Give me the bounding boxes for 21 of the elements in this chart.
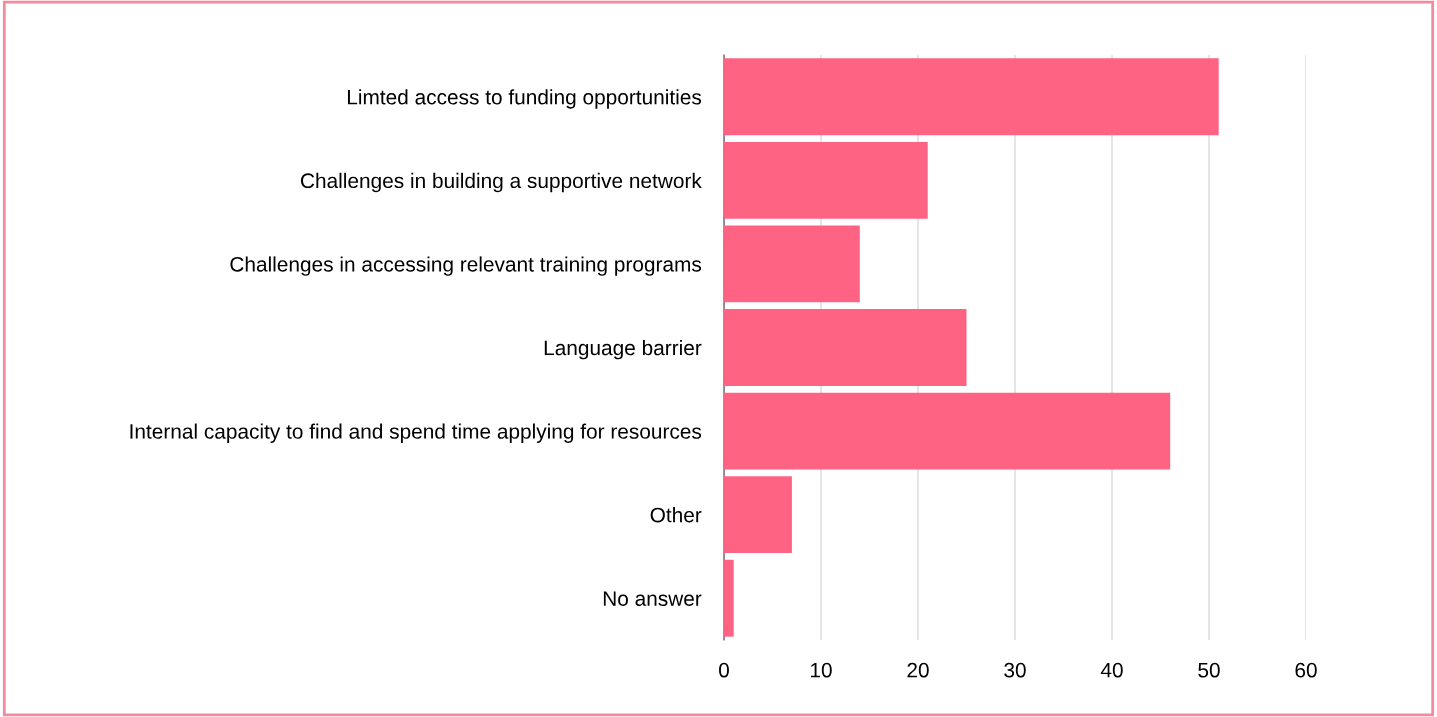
x-tick-label: 10 [811,662,832,678]
bar [724,559,734,637]
x-tick-label: 40 [1100,662,1123,678]
bar [724,392,1171,470]
bar [724,141,928,219]
x-tick-label: 50 [1198,662,1220,678]
x-tick-label: 20 [907,662,929,678]
x-tick-label: 60 [1295,662,1317,678]
y-tick-label: Other [650,507,702,523]
y-tick-label: Challenges in building a supportive network [301,172,702,193]
x-tick-label: 30 [1004,662,1026,678]
y-tick-label: No answer [603,591,702,606]
x-tick-label: 0 [719,662,729,678]
y-tick-label: Internal capacity to find and spend time applying for resources [130,423,702,443]
bar [724,225,860,303]
bar [724,58,1219,136]
y-tick-label: Limted access to funding opportunities [347,89,702,109]
bar [724,309,967,386]
y-tick-label: Challenges in accessing relevant training programs [230,256,702,276]
y-tick-label: Language barrier [544,339,702,360]
bar [724,476,792,554]
